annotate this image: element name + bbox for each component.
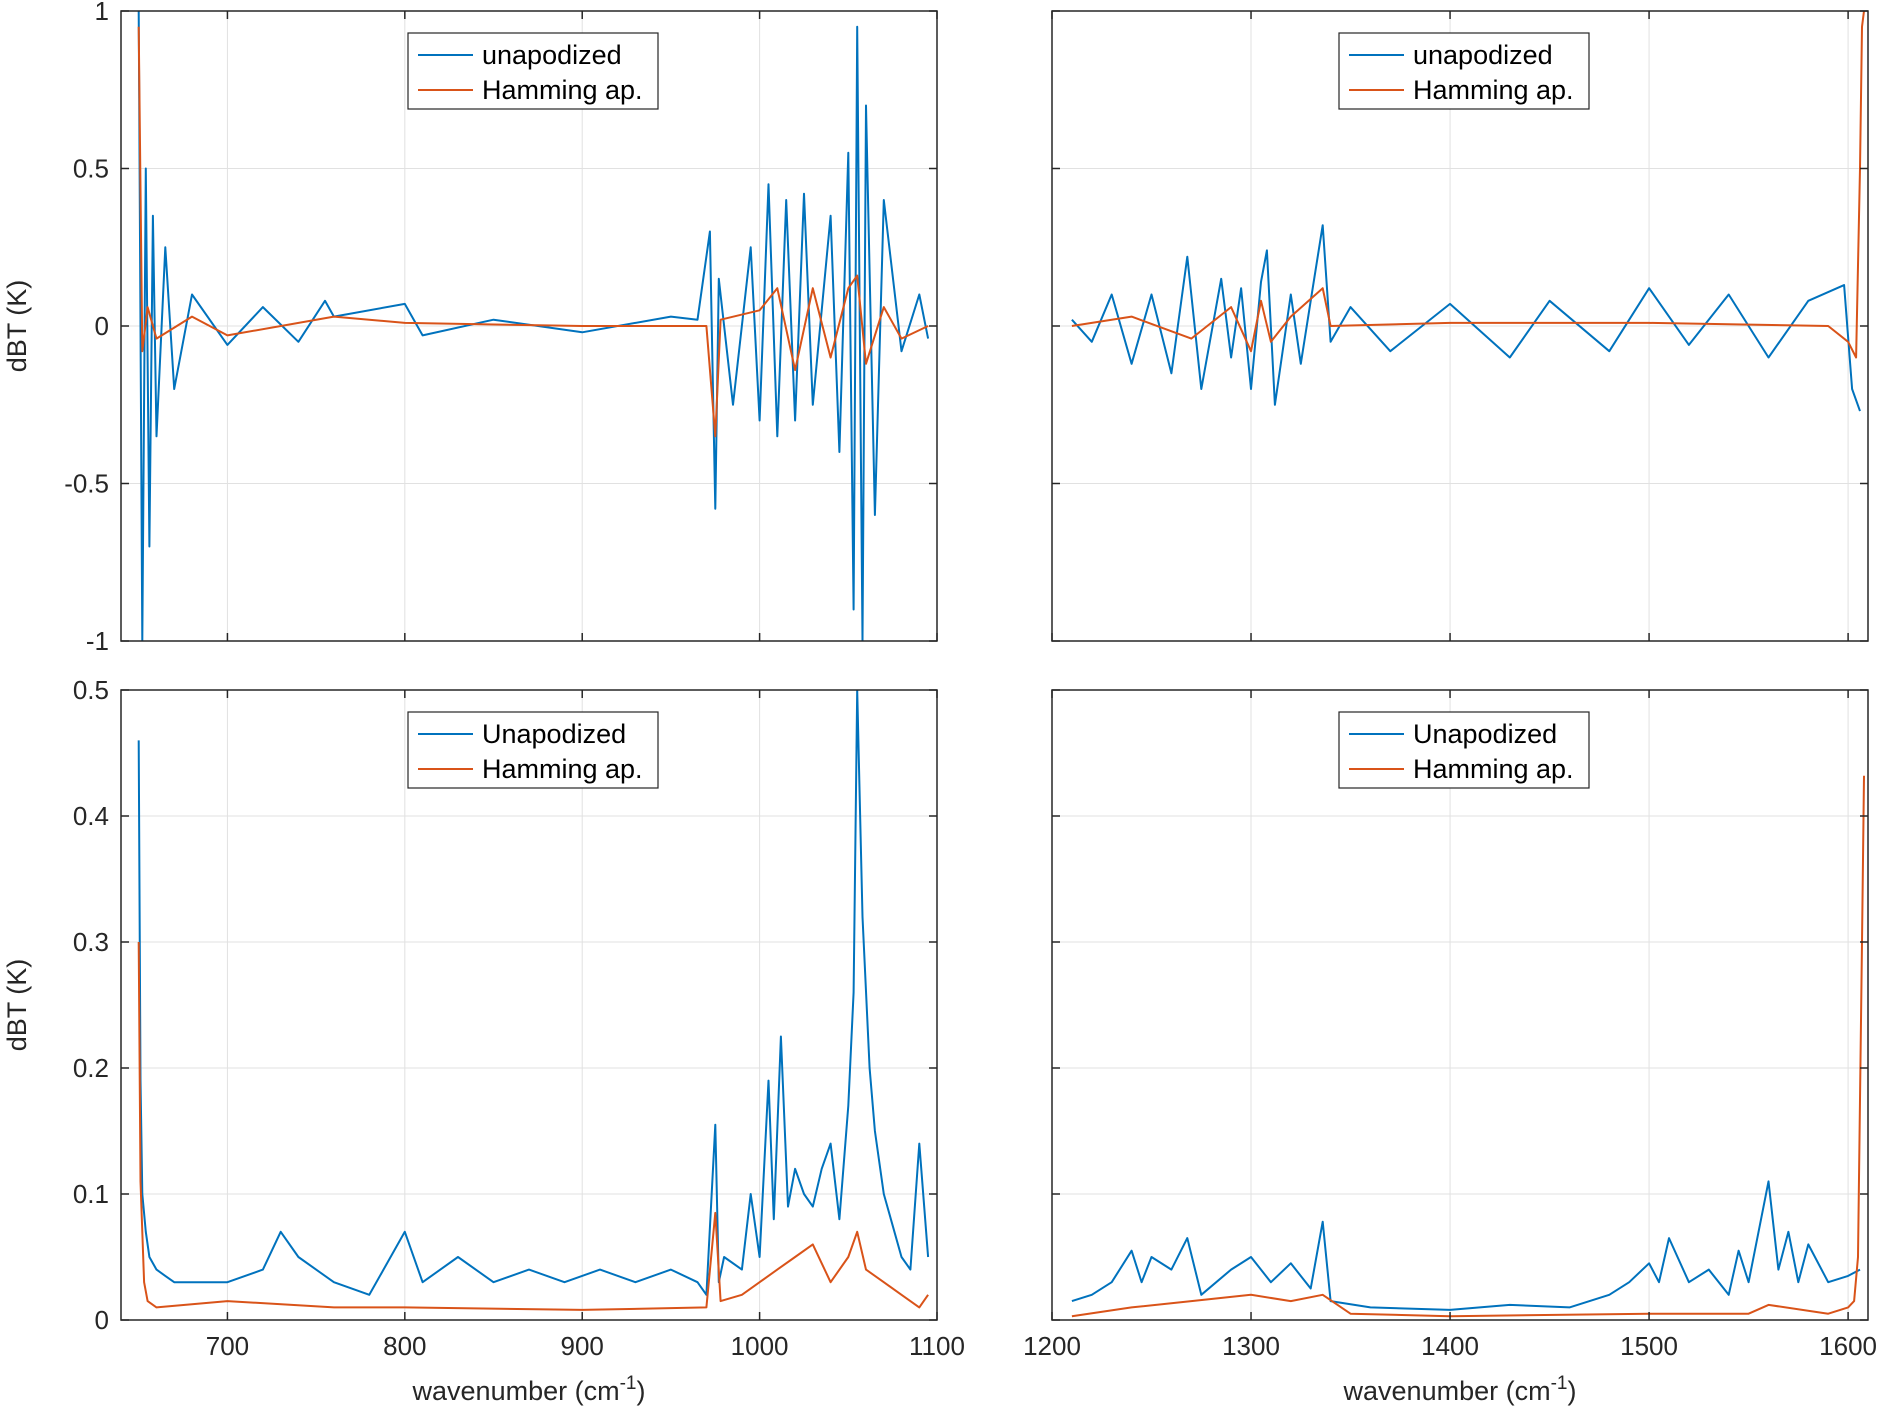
- panel-bottom-right: 1200 1300 1400 1500 1600 wavenumber (cm-1) Una…: [1023, 689, 1877, 1406]
- legend-label: Hamming ap.: [482, 75, 643, 105]
- legend: Unapodized Hamming ap.: [1338, 711, 1590, 789]
- series-line-unapodized: [1071, 1180, 1861, 1311]
- y-tick-label: 0.4: [73, 801, 109, 831]
- legend-label: Hamming ap.: [482, 754, 643, 784]
- x-tick-label: 1300: [1222, 1331, 1280, 1361]
- legend-box: [407, 711, 659, 789]
- y-tick-label: -1: [86, 626, 109, 656]
- axes-box: [120, 689, 938, 1321]
- legend-label: Hamming ap.: [1413, 754, 1574, 784]
- x-tick-label: 800: [383, 1331, 426, 1361]
- x-axis-label: wavenumber (cm-1): [1343, 1373, 1577, 1406]
- x-tick-label: 1500: [1620, 1331, 1678, 1361]
- legend-label: Unapodized: [1413, 719, 1557, 749]
- legend-label: Unapodized: [482, 719, 626, 749]
- legend-label: unapodized: [482, 40, 622, 70]
- y-tick-label: 0: [95, 1305, 109, 1335]
- x-tick-label: 1400: [1421, 1331, 1479, 1361]
- panel-top-left: -1 -0.5 0 0.5 1 dBT (K) unapodized Hamming ap.: [2, 0, 938, 656]
- legend: unapodized Hamming ap.: [1338, 32, 1590, 110]
- y-tick-label: 0.3: [73, 927, 109, 957]
- series-group: [137, 690, 930, 1311]
- y-tick-label: 0.5: [73, 154, 109, 184]
- y-tick-label: 0.5: [73, 675, 109, 705]
- x-tick-label: 1200: [1023, 1331, 1081, 1361]
- series-line-hamming: [1071, 11, 1865, 359]
- series-line-unapodized: [1071, 224, 1861, 412]
- y-tick-label: 0.2: [73, 1053, 109, 1083]
- series-line-hamming: [137, 941, 929, 1311]
- panel-top-right: unapodized Hamming ap.: [1051, 10, 1869, 642]
- panel-bottom-left: 700 800 900 1000 1100 0 0.1 0.2 0.3 0.4 0.5 dBT (K)…: [2, 675, 965, 1406]
- axes-box: [1051, 689, 1869, 1321]
- plot-area: [121, 690, 937, 1320]
- legend-label: Hamming ap.: [1413, 75, 1574, 105]
- x-axis-label: wavenumber (cm-1): [412, 1373, 646, 1406]
- plot-area: [1052, 690, 1868, 1320]
- x-tick-label: 1600: [1819, 1331, 1877, 1361]
- legend-label: unapodized: [1413, 40, 1553, 70]
- legend-box: [407, 32, 659, 110]
- legend-box: [1338, 32, 1590, 110]
- series-group: [137, 11, 930, 641]
- y-tick-label: 1: [95, 0, 109, 26]
- legend: unapodized Hamming ap.: [407, 32, 659, 110]
- x-tick-label: 1000: [731, 1331, 789, 1361]
- y-tick-label: 0: [95, 311, 109, 341]
- series-line-hamming: [137, 26, 929, 438]
- series-group: [1071, 11, 1865, 412]
- y-axis-label: dBT (K): [2, 280, 32, 373]
- x-tick-label: 900: [561, 1331, 604, 1361]
- legend: Unapodized Hamming ap.: [407, 711, 659, 789]
- series-line-unapodized: [137, 690, 930, 1296]
- x-tick-label: 700: [206, 1331, 249, 1361]
- y-axis-label: dBT (K): [2, 959, 32, 1052]
- y-tick-label: -0.5: [64, 469, 109, 499]
- legend-box: [1338, 711, 1590, 789]
- x-tick-label: 1100: [909, 1331, 965, 1361]
- y-tick-label: 0.1: [73, 1179, 109, 1209]
